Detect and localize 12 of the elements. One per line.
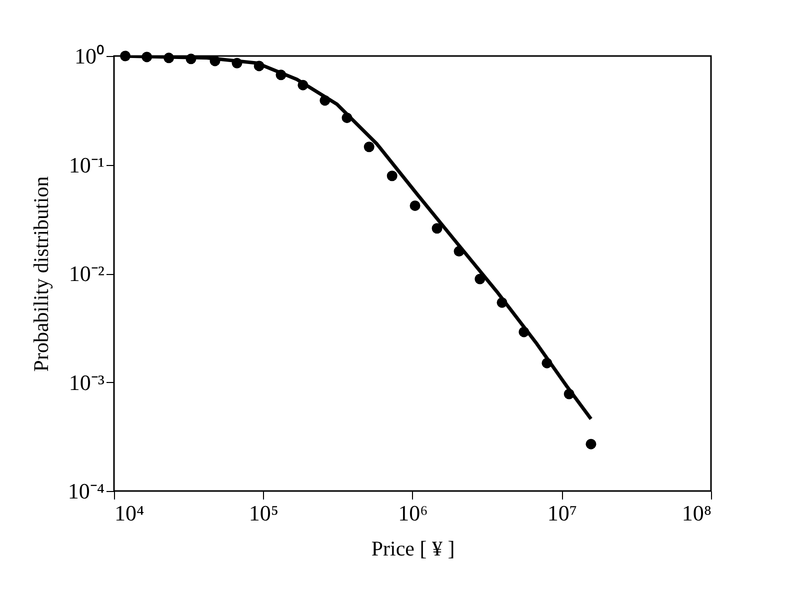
y-tick-label: 10⁰ [74,44,104,68]
y-tick-label: 10⁻¹ [68,152,104,178]
y-tick-label: 10⁻⁴ [68,478,105,504]
x-tick-label: 10⁵ [248,500,279,526]
x-tick-label: 10⁴ [114,500,144,526]
y-axis-title: Probability distribution [28,176,53,372]
x-tick-label: 10⁶ [398,500,428,526]
x-tick-label: 10⁸ [682,500,712,526]
x-axis-title: Price [ ¥ ] [371,536,455,560]
x-tick-label: 10⁷ [547,500,578,526]
y-tick-label: 10⁻³ [68,370,105,395]
y-tick-label: 10⁻² [68,261,105,286]
